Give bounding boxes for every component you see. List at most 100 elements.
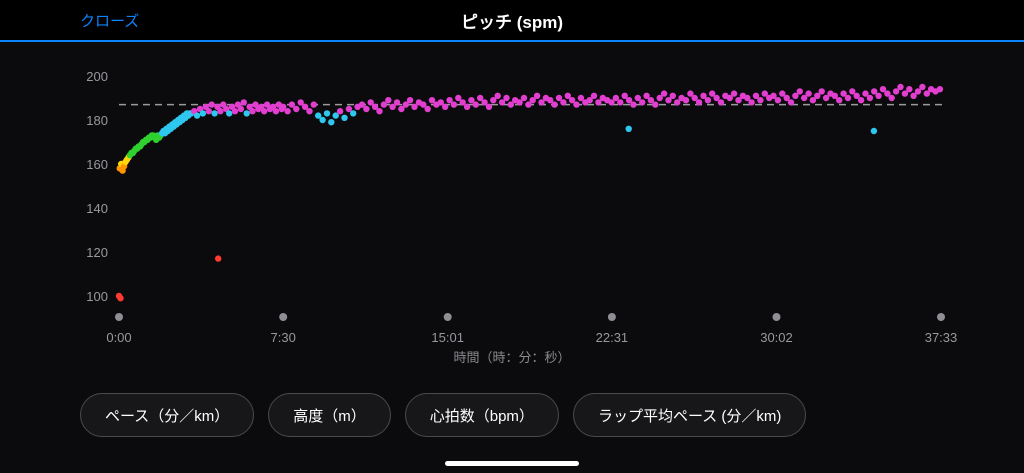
data-point (836, 97, 843, 104)
data-point (717, 99, 725, 106)
pace-toggle-button[interactable]: ペース（分／km） (80, 393, 255, 437)
data-point (249, 108, 256, 115)
elevation-toggle-button[interactable]: 高度（m） (268, 393, 391, 437)
data-point (494, 92, 501, 99)
data-point (730, 90, 738, 97)
y-tick-label: 120 (86, 245, 108, 260)
y-tick-label: 200 (86, 69, 108, 84)
data-point (533, 92, 541, 99)
data-point (625, 125, 632, 132)
data-point (568, 97, 576, 104)
data-point (525, 101, 532, 108)
data-point (297, 99, 304, 106)
data-point (398, 105, 405, 113)
chart-canvas[interactable]: 200 180 160 140 120 100 0:00 7:30 15:01 22:31 30:0… (0, 42, 1024, 362)
data-point (323, 110, 331, 117)
data-point (691, 94, 698, 102)
data-point (516, 99, 523, 106)
home-indicator[interactable] (445, 461, 579, 466)
data-point (350, 110, 357, 117)
data-point (306, 108, 313, 115)
y-tick-label: 100 (86, 289, 108, 304)
data-point (529, 97, 536, 104)
data-point (897, 83, 904, 91)
data-point (437, 99, 444, 106)
data-point (901, 90, 909, 97)
data-point (477, 94, 484, 102)
data-point (709, 90, 716, 97)
data-point (634, 94, 641, 102)
data-point (853, 92, 860, 99)
data-point (481, 99, 488, 106)
data-point (341, 114, 348, 122)
data-point (389, 103, 396, 110)
data-point (713, 94, 720, 102)
data-point (700, 92, 707, 99)
data-point (564, 92, 571, 99)
data-point (237, 105, 245, 113)
data-point (315, 112, 322, 119)
data-point (770, 92, 777, 99)
x-tick-label: 7:30 (271, 330, 296, 345)
data-point (205, 108, 212, 115)
data-point (630, 101, 637, 108)
data-point (866, 94, 874, 102)
data-point (814, 92, 821, 99)
data-point (647, 97, 655, 104)
data-point (870, 127, 878, 135)
data-point (226, 110, 233, 117)
data-point (779, 90, 786, 97)
heart-rate-toggle-button[interactable]: 心拍数（bpm） (404, 393, 559, 437)
data-point (910, 92, 917, 99)
x-axis-title: 時間（時：分：秒） (453, 350, 571, 365)
data-point (757, 97, 764, 104)
lap-avg-pace-toggle-button[interactable]: ラップ平均ペース (分／km) (572, 393, 807, 437)
data-point (199, 110, 207, 117)
data-point (217, 108, 224, 115)
y-tick-label: 140 (86, 201, 108, 216)
x-tick-dot (279, 313, 288, 321)
data-point (875, 92, 882, 99)
data-point (573, 101, 580, 108)
data-point (376, 108, 383, 115)
x-tick-label: 0:00 (106, 330, 131, 345)
data-point (336, 108, 344, 115)
close-button[interactable]: クローズ (80, 0, 139, 40)
x-tick-dot (772, 313, 781, 321)
data-point (857, 97, 865, 104)
y-tick-label: 160 (86, 157, 108, 172)
data-point (243, 110, 250, 117)
data-point (284, 108, 291, 115)
data-point (783, 94, 790, 102)
data-point (761, 90, 768, 97)
data-point (261, 108, 268, 115)
data-point (371, 103, 379, 110)
data-point (892, 88, 900, 95)
data-point (748, 99, 755, 106)
data-point (272, 108, 280, 115)
data-point (608, 99, 615, 106)
data-point (884, 90, 891, 97)
data-point (332, 112, 339, 119)
metric-toggle-bar: ペース（分／km） 高度（m） 心拍数（bpm） ラップ平均ペース (分／km) (80, 393, 807, 437)
data-point (301, 103, 309, 110)
data-point (498, 99, 506, 106)
data-point (844, 94, 852, 102)
data-point (621, 92, 628, 99)
x-tick-label: 30:02 (760, 330, 793, 345)
points-layer (115, 83, 944, 302)
data-point (752, 92, 760, 99)
data-point (744, 94, 751, 102)
data-point (490, 97, 497, 104)
data-point (726, 94, 733, 102)
data-point (792, 92, 799, 99)
data-point (293, 105, 300, 113)
data-point (288, 101, 296, 108)
data-point (555, 94, 563, 102)
data-point (923, 90, 930, 97)
chart-area[interactable]: 200 180 160 140 120 100 0:00 7:30 15:01 22:31 30:0… (0, 42, 1024, 362)
data-point (117, 295, 124, 302)
data-point (310, 101, 317, 108)
data-point (450, 101, 458, 108)
